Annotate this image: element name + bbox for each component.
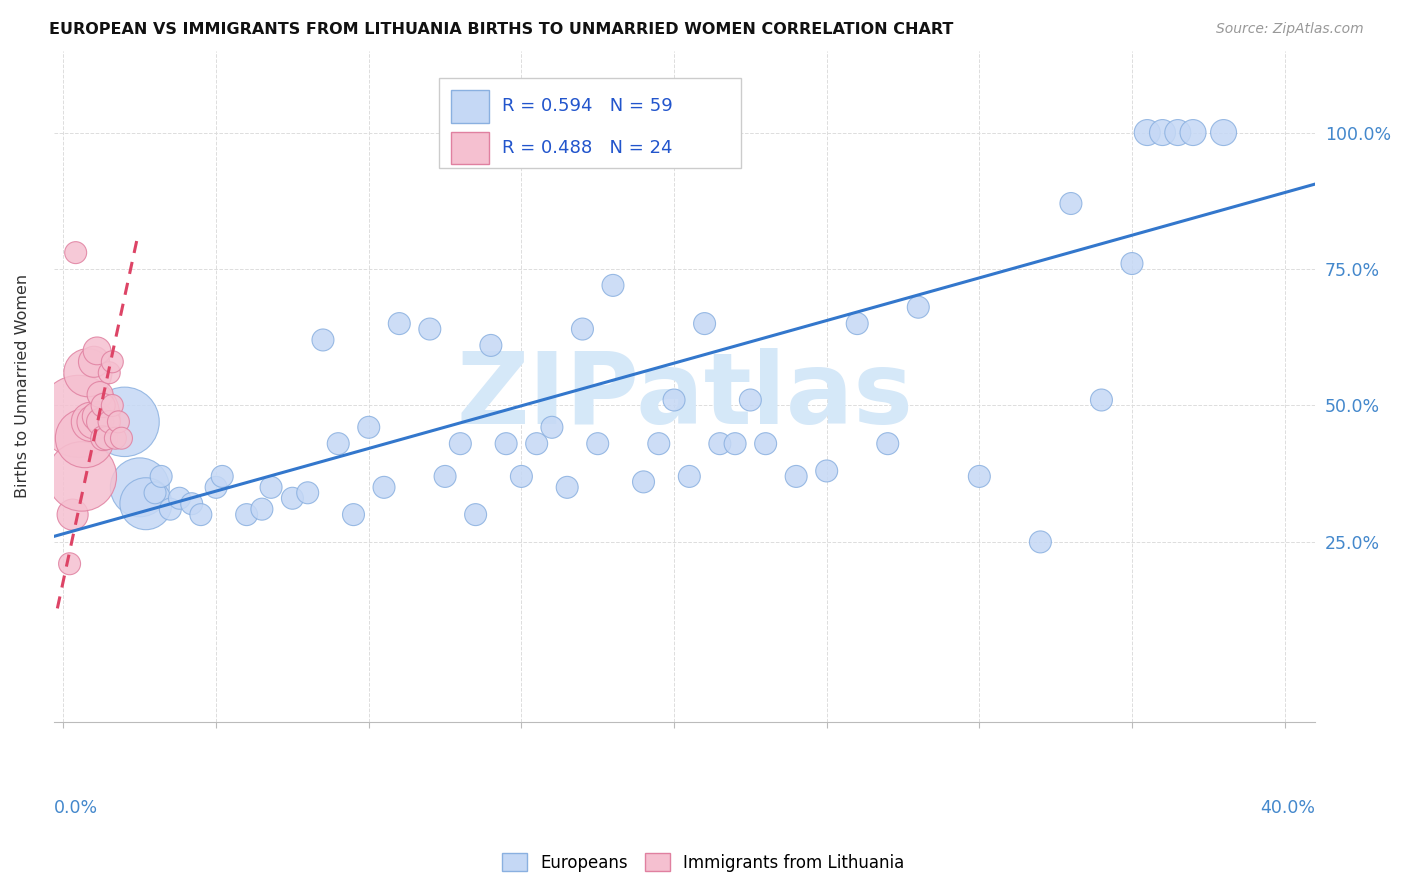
Point xyxy=(1136,126,1159,140)
Point xyxy=(83,355,105,369)
Point xyxy=(633,475,655,489)
Point xyxy=(260,480,283,494)
Point xyxy=(98,366,121,380)
Point xyxy=(755,436,778,450)
Point xyxy=(91,431,114,445)
Point xyxy=(693,317,716,331)
Point xyxy=(785,469,807,483)
Point xyxy=(101,355,124,369)
Point xyxy=(678,469,700,483)
Point xyxy=(86,343,108,358)
Point xyxy=(846,317,869,331)
Point xyxy=(1167,126,1189,140)
Point xyxy=(342,508,364,522)
Point xyxy=(281,491,304,506)
Text: 0.0%: 0.0% xyxy=(55,799,98,817)
Point xyxy=(169,491,191,506)
Point xyxy=(83,415,105,429)
Point xyxy=(526,436,548,450)
Point xyxy=(70,469,93,483)
Point xyxy=(541,420,564,434)
Point xyxy=(89,387,111,401)
Point xyxy=(586,436,609,450)
Legend: Europeans, Immigrants from Lithuania: Europeans, Immigrants from Lithuania xyxy=(495,847,911,879)
Point xyxy=(1152,126,1174,140)
Point xyxy=(190,508,212,522)
Point xyxy=(297,485,319,500)
Point xyxy=(114,415,136,429)
Point xyxy=(388,317,411,331)
Point xyxy=(709,436,731,450)
Point xyxy=(159,502,181,516)
Point xyxy=(107,415,129,429)
Point xyxy=(143,485,166,500)
Point xyxy=(65,245,87,260)
Point xyxy=(135,497,157,511)
Point xyxy=(571,322,593,336)
Point xyxy=(648,436,671,450)
Point xyxy=(77,366,100,380)
Point xyxy=(1212,126,1234,140)
Point xyxy=(58,557,80,571)
Point xyxy=(80,415,103,429)
Point xyxy=(98,415,121,429)
FancyBboxPatch shape xyxy=(439,78,741,169)
Point xyxy=(969,469,991,483)
Text: EUROPEAN VS IMMIGRANTS FROM LITHUANIA BIRTHS TO UNMARRIED WOMEN CORRELATION CHAR: EUROPEAN VS IMMIGRANTS FROM LITHUANIA BI… xyxy=(49,22,953,37)
Point xyxy=(1060,196,1083,211)
Text: R = 0.594   N = 59: R = 0.594 N = 59 xyxy=(502,97,672,115)
Point xyxy=(96,431,118,445)
Point xyxy=(662,392,685,407)
Point xyxy=(312,333,335,347)
Point xyxy=(1090,392,1112,407)
Point xyxy=(479,338,502,352)
Text: Source: ZipAtlas.com: Source: ZipAtlas.com xyxy=(1216,22,1364,37)
Point xyxy=(180,497,202,511)
Text: R = 0.488   N = 24: R = 0.488 N = 24 xyxy=(502,139,672,157)
Y-axis label: Births to Unmarried Women: Births to Unmarried Women xyxy=(15,275,30,499)
Point xyxy=(73,431,96,445)
Point xyxy=(1121,256,1143,270)
Point xyxy=(907,300,929,314)
Point xyxy=(449,436,471,450)
Point xyxy=(1182,126,1205,140)
Point xyxy=(434,469,457,483)
Point xyxy=(602,278,624,293)
Point xyxy=(876,436,898,450)
Point xyxy=(150,469,173,483)
Point xyxy=(211,469,233,483)
Point xyxy=(1029,535,1052,549)
Point xyxy=(67,409,90,424)
Point xyxy=(740,392,762,407)
Point xyxy=(89,415,111,429)
Point xyxy=(555,480,578,494)
Point xyxy=(510,469,533,483)
FancyBboxPatch shape xyxy=(451,132,489,164)
Point xyxy=(128,480,150,494)
Text: ZIPatlas: ZIPatlas xyxy=(457,348,912,445)
Point xyxy=(419,322,441,336)
Point xyxy=(724,436,747,450)
Point xyxy=(495,436,517,450)
Point xyxy=(104,431,127,445)
Point xyxy=(101,399,124,413)
Point xyxy=(62,508,84,522)
Text: 40.0%: 40.0% xyxy=(1260,799,1315,817)
Point xyxy=(235,508,257,522)
Point xyxy=(205,480,228,494)
Point xyxy=(464,508,486,522)
Point xyxy=(91,399,114,413)
Point xyxy=(373,480,395,494)
Point xyxy=(328,436,350,450)
Point xyxy=(815,464,838,478)
Point xyxy=(86,409,108,424)
Point xyxy=(357,420,380,434)
Point xyxy=(110,431,132,445)
FancyBboxPatch shape xyxy=(451,90,489,122)
Point xyxy=(250,502,273,516)
